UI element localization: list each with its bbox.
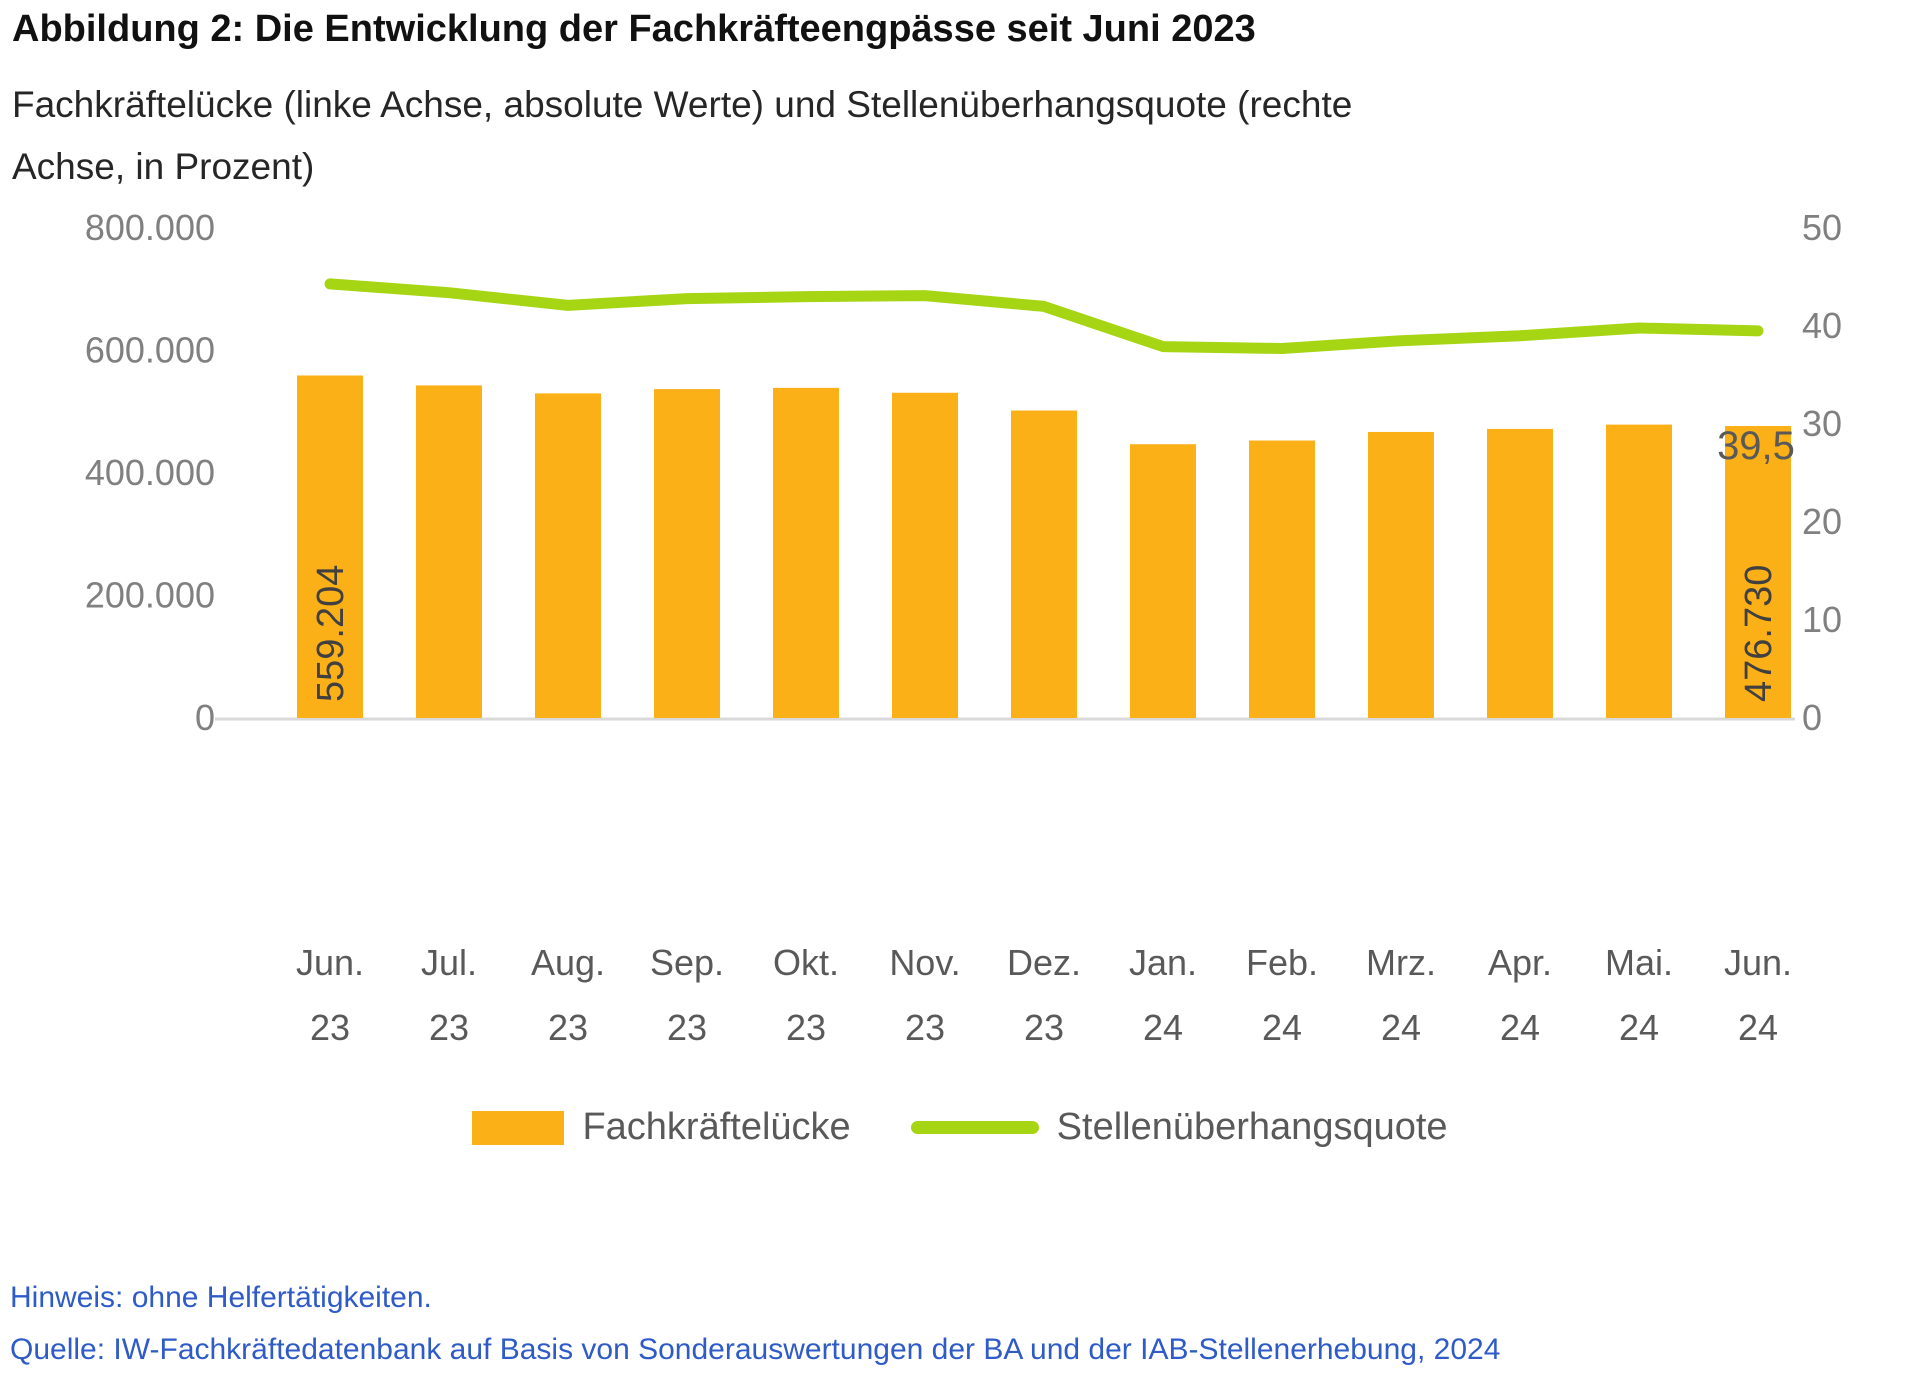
x-axis-label-month: Jul. [421, 942, 477, 983]
bar-jan-24 [1130, 444, 1196, 718]
x-axis-label-year: 23 [1024, 1007, 1064, 1048]
bar-nov-23 [892, 392, 958, 718]
left-axis-tick: 400.000 [85, 452, 215, 493]
right-axis-tick: 30 [1802, 403, 1842, 444]
bar-sep-23 [654, 389, 720, 718]
left-axis-tick: 0 [195, 697, 215, 738]
chart-legend: Fachkräftelücke Stellenüberhangsquote [0, 1106, 1920, 1149]
line-series-swatch-icon [910, 1121, 1039, 1134]
right-axis-tick: 0 [1802, 697, 1822, 738]
bar-series-swatch-icon [472, 1110, 565, 1145]
right-axis-tick: 20 [1802, 501, 1842, 542]
x-axis-label-month: Feb. [1246, 942, 1318, 983]
right-axis-tick: 10 [1802, 599, 1842, 640]
x-axis-label-month: Aug. [531, 942, 605, 983]
bar-jun-23 [297, 375, 363, 718]
x-axis-label-month: Apr. [1488, 942, 1552, 983]
x-axis-label-year: 23 [310, 1007, 350, 1048]
stellenueberhangsquote-line [324, 278, 1764, 354]
footer-source: Quelle: IW-Fachkräftedatenbank auf Basis… [10, 1333, 1501, 1366]
x-axis-label-year: 23 [667, 1007, 707, 1048]
x-axis-label-month: Mai. [1605, 942, 1673, 983]
x-axis-label-month: Nov. [889, 942, 960, 983]
left-axis-tick: 800.000 [85, 207, 215, 248]
bar-apr-24 [1487, 428, 1553, 718]
legend-label-stellenueberhangsquote: Stellenüberhangsquote [1056, 1106, 1448, 1148]
x-axis-label-month: Mrz. [1366, 942, 1436, 983]
bar-feb-24 [1249, 440, 1315, 718]
x-axis-label-month: Okt. [773, 942, 839, 983]
x-axis-label-month: Jun. [296, 942, 364, 983]
bar-jun-24 [1725, 426, 1791, 718]
right-axis-tick: 40 [1802, 305, 1842, 346]
bar-jul-23 [416, 385, 482, 718]
x-axis-label-year: 24 [1143, 1007, 1183, 1048]
x-axis-label-year: 23 [905, 1007, 945, 1048]
x-axis-label-year: 24 [1262, 1007, 1302, 1048]
bar-dez-23 [1011, 410, 1077, 718]
line-end-label: 39,5 [1717, 424, 1795, 468]
x-axis-label-year: 23 [429, 1007, 469, 1048]
x-axis-label-year: 23 [786, 1007, 826, 1048]
right-axis-tick: 50 [1802, 207, 1842, 248]
legend-item-fachkraefteluecke: Fachkräftelücke [472, 1106, 851, 1149]
bar-value-label: 476.730 [1738, 565, 1780, 702]
x-axis-label-month: Jan. [1129, 942, 1197, 983]
legend-label-fachkraefteluecke: Fachkräftelücke [582, 1106, 851, 1148]
x-axis-label-month: Sep. [650, 942, 724, 983]
bar-value-label: 559.204 [310, 565, 352, 702]
bar-aug-23 [535, 393, 601, 718]
x-axis-label-year: 24 [1738, 1007, 1778, 1048]
left-axis-tick: 600.000 [85, 330, 215, 371]
x-axis-label-year: 23 [548, 1007, 588, 1048]
figure-footer: Hinweis: ohne Helfertätigkeiten. Quelle:… [10, 1272, 1500, 1376]
figure-subtitle-line1: Fachkräftelücke (linke Achse, absolute W… [12, 84, 1353, 125]
x-axis-label-month: Dez. [1007, 942, 1081, 983]
x-axis-label-year: 24 [1619, 1007, 1659, 1048]
figure-subtitle-line2: Achse, in Prozent) [12, 146, 315, 187]
figure-title: Abbildung 2: Die Entwicklung der Fachkrä… [12, 8, 1256, 50]
bar-mai-24 [1606, 424, 1672, 718]
legend-item-stellenueberhangsquote: Stellenüberhangsquote [910, 1106, 1448, 1149]
bar-okt-23 [773, 387, 839, 718]
figure-subtitle: Fachkräftelücke (linke Achse, absolute W… [12, 74, 1352, 198]
x-axis-label-month: Jun. [1724, 942, 1792, 983]
x-axis-label-year: 24 [1381, 1007, 1421, 1048]
footer-note: Hinweis: ohne Helfertätigkeiten. [10, 1281, 432, 1314]
x-axis-label-year: 24 [1500, 1007, 1540, 1048]
bar-mrz-24 [1368, 431, 1434, 718]
left-axis-tick: 200.000 [85, 575, 215, 616]
